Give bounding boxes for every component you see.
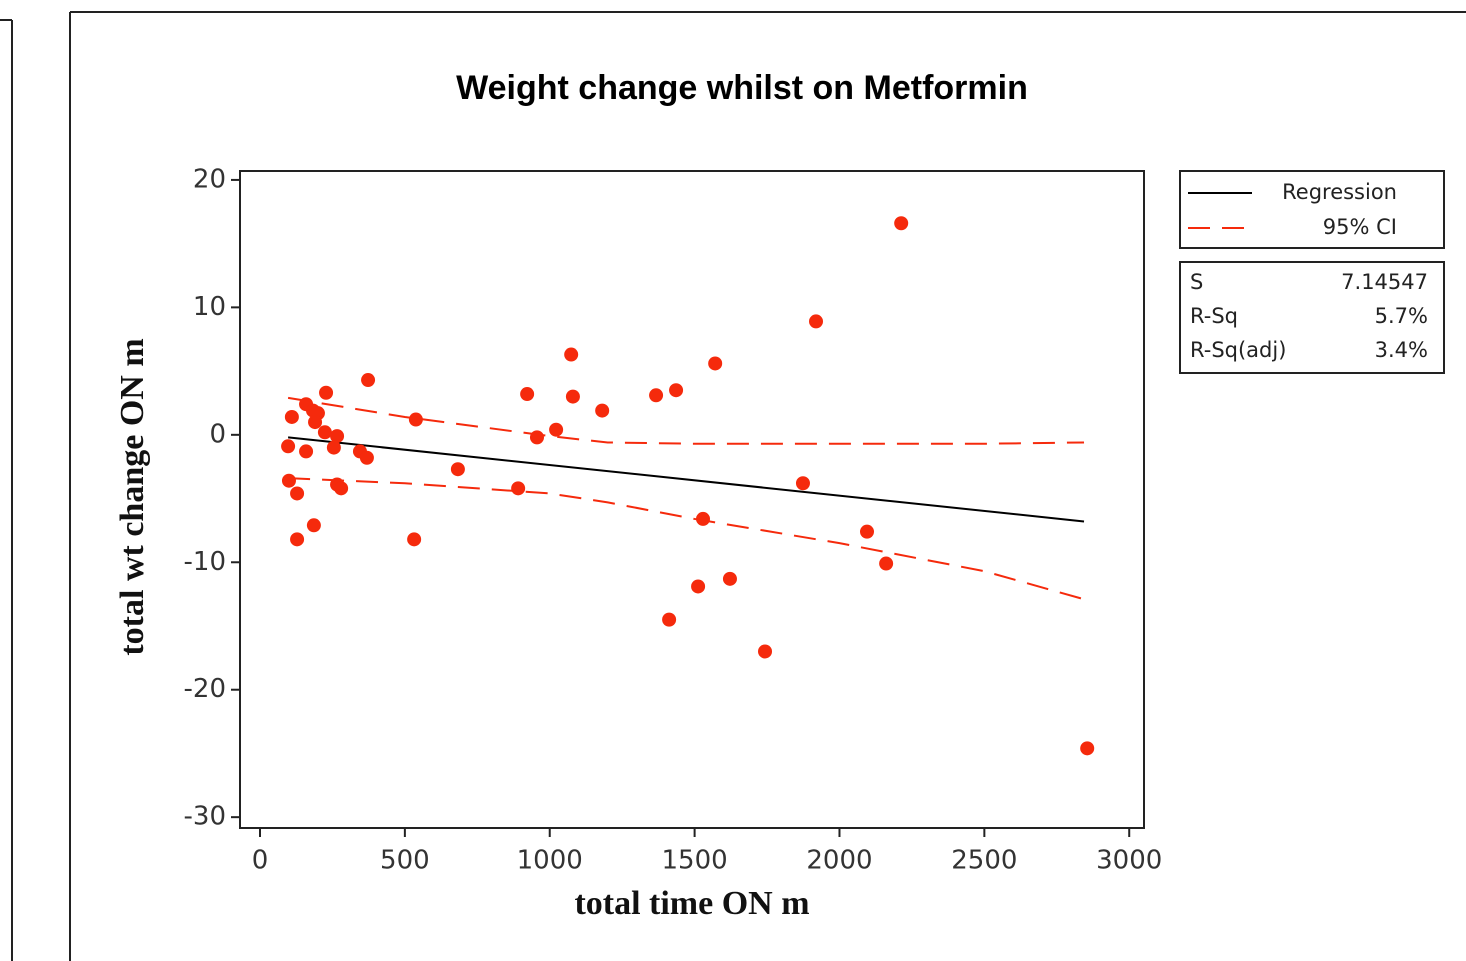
data-point bbox=[319, 385, 334, 400]
data-point bbox=[549, 422, 564, 437]
data-point bbox=[649, 388, 664, 403]
data-point bbox=[299, 444, 314, 459]
data-point bbox=[595, 403, 610, 418]
y-tick-label: -20 bbox=[184, 674, 226, 704]
data-point bbox=[809, 314, 824, 329]
data-point bbox=[860, 524, 875, 539]
data-point bbox=[696, 511, 711, 526]
data-point bbox=[281, 473, 296, 488]
data-point bbox=[308, 415, 323, 430]
data-point bbox=[529, 430, 544, 445]
x-tick-label: 0 bbox=[252, 846, 269, 876]
y-axis-label: total wt change ON m bbox=[114, 338, 151, 655]
data-point bbox=[330, 429, 345, 444]
data-point bbox=[1080, 741, 1095, 756]
data-point bbox=[894, 216, 909, 231]
data-point bbox=[284, 409, 299, 424]
stat-value: 3.4% bbox=[1375, 338, 1428, 362]
data-point bbox=[722, 571, 737, 586]
legend-box bbox=[1179, 170, 1445, 249]
stat-label: R-Sq bbox=[1190, 304, 1238, 328]
data-point bbox=[290, 532, 305, 547]
data-point bbox=[361, 373, 376, 388]
ci-line bbox=[288, 477, 1085, 601]
data-point bbox=[879, 556, 894, 571]
legend-label: Regression bbox=[1282, 180, 1397, 204]
ci-line bbox=[287, 396, 1085, 445]
x-tick-label: 2000 bbox=[806, 846, 872, 876]
y-tick-label: 20 bbox=[193, 164, 226, 194]
y-tick-label: -30 bbox=[184, 802, 226, 832]
data-point bbox=[408, 412, 423, 427]
legend-label: 95% CI bbox=[1323, 215, 1397, 239]
plot-frame bbox=[239, 170, 1145, 829]
x-tick-label: 500 bbox=[380, 846, 430, 876]
data-point bbox=[520, 387, 535, 402]
x-tick-label: 2500 bbox=[951, 846, 1017, 876]
data-point bbox=[290, 486, 305, 501]
x-tick-label: 1000 bbox=[517, 846, 583, 876]
y-tick-label: -10 bbox=[184, 547, 226, 577]
data-point bbox=[359, 450, 374, 465]
x-tick-label: 1500 bbox=[662, 846, 728, 876]
data-point bbox=[564, 347, 579, 362]
chart-title: Weight change whilst on Metformin bbox=[456, 69, 1028, 107]
data-point bbox=[334, 481, 349, 496]
y-tick-label: 0 bbox=[209, 419, 226, 449]
data-point bbox=[669, 383, 684, 398]
data-point bbox=[306, 518, 321, 533]
y-tick-label: 10 bbox=[193, 292, 226, 322]
regression-line bbox=[287, 436, 1085, 523]
data-point bbox=[691, 579, 706, 594]
data-point bbox=[795, 476, 810, 491]
stats-box bbox=[1179, 261, 1445, 374]
data-point bbox=[662, 612, 677, 627]
x-tick-label: 3000 bbox=[1096, 846, 1162, 876]
data-point bbox=[708, 356, 723, 371]
data-point bbox=[317, 425, 332, 440]
stat-label: R-Sq(adj) bbox=[1190, 338, 1286, 362]
data-point bbox=[326, 440, 341, 455]
stat-value: 5.7% bbox=[1375, 304, 1428, 328]
data-point bbox=[758, 644, 773, 659]
data-point bbox=[281, 439, 296, 454]
stat-value: 7.14547 bbox=[1341, 270, 1428, 294]
data-point bbox=[407, 532, 422, 547]
x-axis-label: total time ON m bbox=[574, 885, 809, 922]
stat-label: S bbox=[1190, 270, 1203, 294]
data-point bbox=[565, 389, 580, 404]
data-point bbox=[511, 481, 526, 496]
data-point bbox=[450, 462, 465, 477]
